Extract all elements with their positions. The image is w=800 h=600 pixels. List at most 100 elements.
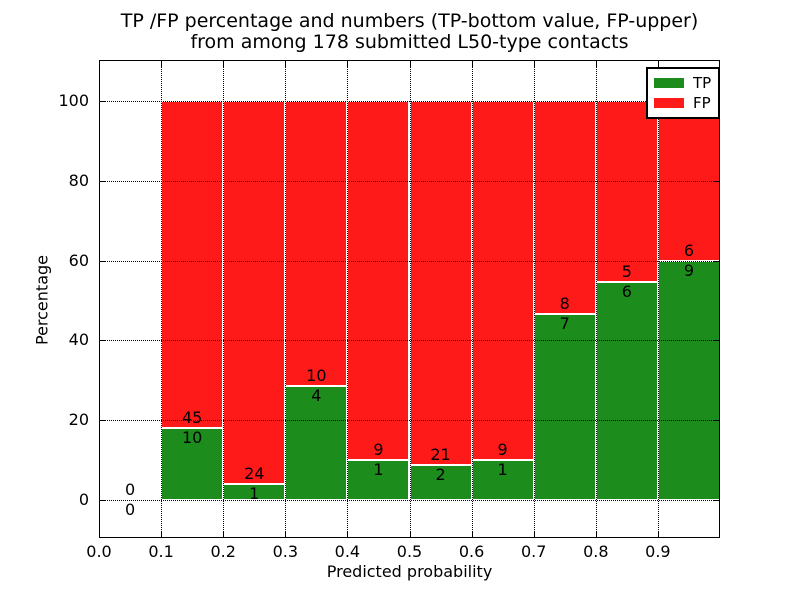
legend-swatch-fp xyxy=(654,98,684,108)
legend-swatch-tp xyxy=(654,78,684,88)
x-tick-label: 0.8 xyxy=(583,542,609,561)
tp-count-label: 1 xyxy=(249,484,260,504)
y-tick-label: 20 xyxy=(68,410,89,430)
bar-fp-segment xyxy=(409,101,472,466)
gridline-vertical xyxy=(409,60,411,538)
y-tick-mark xyxy=(99,180,106,182)
chart-title-line1: TP /FP percentage and numbers (TP-bottom… xyxy=(120,10,699,32)
bar-fp-segment xyxy=(223,101,286,485)
tp-count-label: 4 xyxy=(311,386,322,406)
bar-fp-segment xyxy=(595,101,658,283)
x-tick-label: 0.5 xyxy=(396,542,423,561)
legend-label: FP xyxy=(693,94,711,112)
x-tick-mark xyxy=(285,60,287,67)
tp-count-label: 7 xyxy=(559,313,570,333)
x-tick-label: 0.3 xyxy=(272,542,299,561)
bar-fp-segment xyxy=(347,101,410,461)
gridline-vertical xyxy=(471,60,473,538)
tp-count-label: 6 xyxy=(621,282,632,302)
y-tick-mark xyxy=(99,101,106,103)
legend-item: FP xyxy=(654,93,711,113)
y-tick-label: 100 xyxy=(58,91,89,111)
y-tick-mark xyxy=(99,260,106,262)
plot-area: 0 0 45 10 24 1 10 4 9 1 21 2 9 1 8 7 5 6 6 9 0.0 0.1 0.2 0.3 0.4… xyxy=(58,60,720,561)
x-tick-mark xyxy=(595,60,597,67)
y-tick-mark xyxy=(99,420,106,422)
x-tick-mark xyxy=(595,531,597,538)
y-axis-label: Percentage xyxy=(32,254,52,346)
x-tick-mark xyxy=(161,531,163,538)
y-tick-mark xyxy=(99,340,106,342)
fp-count-label: 8 xyxy=(559,293,570,313)
gridline-vertical xyxy=(223,60,225,538)
x-tick-mark xyxy=(285,531,287,538)
x-tick-mark xyxy=(223,60,225,67)
gridline-vertical xyxy=(657,60,659,538)
x-axis-label: Predicted probability xyxy=(326,562,493,581)
x-tick-label: 0.1 xyxy=(148,542,174,561)
fp-count-label: 6 xyxy=(683,240,695,260)
tp-count-label: 9 xyxy=(683,260,695,280)
y-tick-mark xyxy=(99,500,106,502)
tp-count-label: 10 xyxy=(181,427,203,447)
y-tick-label: 40 xyxy=(68,330,89,350)
x-tick-label: 0.7 xyxy=(520,542,547,561)
bar-fp-segment xyxy=(533,101,596,314)
tp-count-label: 2 xyxy=(435,465,446,485)
x-tick-mark xyxy=(409,531,411,538)
fp-count-label: 24 xyxy=(244,464,265,484)
x-tick-label: 0.4 xyxy=(334,542,361,561)
y-tick-label: 60 xyxy=(68,250,89,270)
gridline-vertical xyxy=(161,60,163,538)
y-tick-mark xyxy=(713,260,720,262)
fp-count-label: 45 xyxy=(181,407,203,427)
x-tick-mark xyxy=(99,60,100,67)
bar-tp-segment xyxy=(471,460,534,501)
tp-count-label: 1 xyxy=(497,460,508,480)
y-tick-mark xyxy=(713,340,720,342)
x-tick-mark xyxy=(533,531,535,538)
chart-title: TP /FP percentage and numbers (TP-bottom… xyxy=(99,11,720,53)
y-tick-mark xyxy=(713,500,720,502)
tp-count-label: 1 xyxy=(373,460,384,480)
x-tick-mark xyxy=(471,60,473,67)
fp-count-label: 9 xyxy=(373,440,384,460)
x-tick-mark xyxy=(161,60,163,67)
bar-tp-segment xyxy=(533,313,596,501)
bar-tp-segment xyxy=(595,282,658,501)
fp-count-label: 9 xyxy=(497,440,508,460)
x-tick-mark xyxy=(533,60,535,67)
y-tick-mark xyxy=(713,180,720,182)
x-tick-mark xyxy=(657,60,659,67)
legend-label: TP xyxy=(693,74,712,92)
x-tick-mark xyxy=(657,531,659,538)
bar-tp-segment xyxy=(657,260,720,501)
bar-fp-segment xyxy=(285,101,348,387)
bar-fp-segment xyxy=(471,101,534,461)
gridline-vertical xyxy=(595,60,597,538)
chart-title-line2: from among 178 submitted L50-type contac… xyxy=(190,31,629,53)
fp-count-label: 0 xyxy=(124,480,136,500)
y-tick-mark xyxy=(713,420,720,422)
x-tick-mark xyxy=(99,531,100,538)
x-tick-label: 0.2 xyxy=(210,542,236,561)
legend: TP FP xyxy=(646,67,721,119)
fp-count-label: 21 xyxy=(430,445,451,465)
x-tick-mark xyxy=(471,531,473,538)
x-tick-label: 0.9 xyxy=(645,542,671,561)
y-tick-label: 80 xyxy=(68,170,89,190)
y-tick-label: 0 xyxy=(78,490,89,510)
bar-tp-segment xyxy=(347,460,410,501)
x-tick-label: 0.0 xyxy=(86,542,112,561)
gridline-vertical xyxy=(285,60,287,538)
x-tick-mark xyxy=(347,60,349,67)
tp-count-label: 0 xyxy=(124,500,136,520)
x-tick-label: 0.6 xyxy=(458,542,485,561)
x-tick-mark xyxy=(223,531,225,538)
x-tick-mark xyxy=(347,531,349,538)
bar-fp-segment xyxy=(161,101,224,428)
fp-count-label: 10 xyxy=(306,366,327,386)
x-tick-mark xyxy=(409,60,411,67)
fp-count-label: 5 xyxy=(621,262,632,282)
